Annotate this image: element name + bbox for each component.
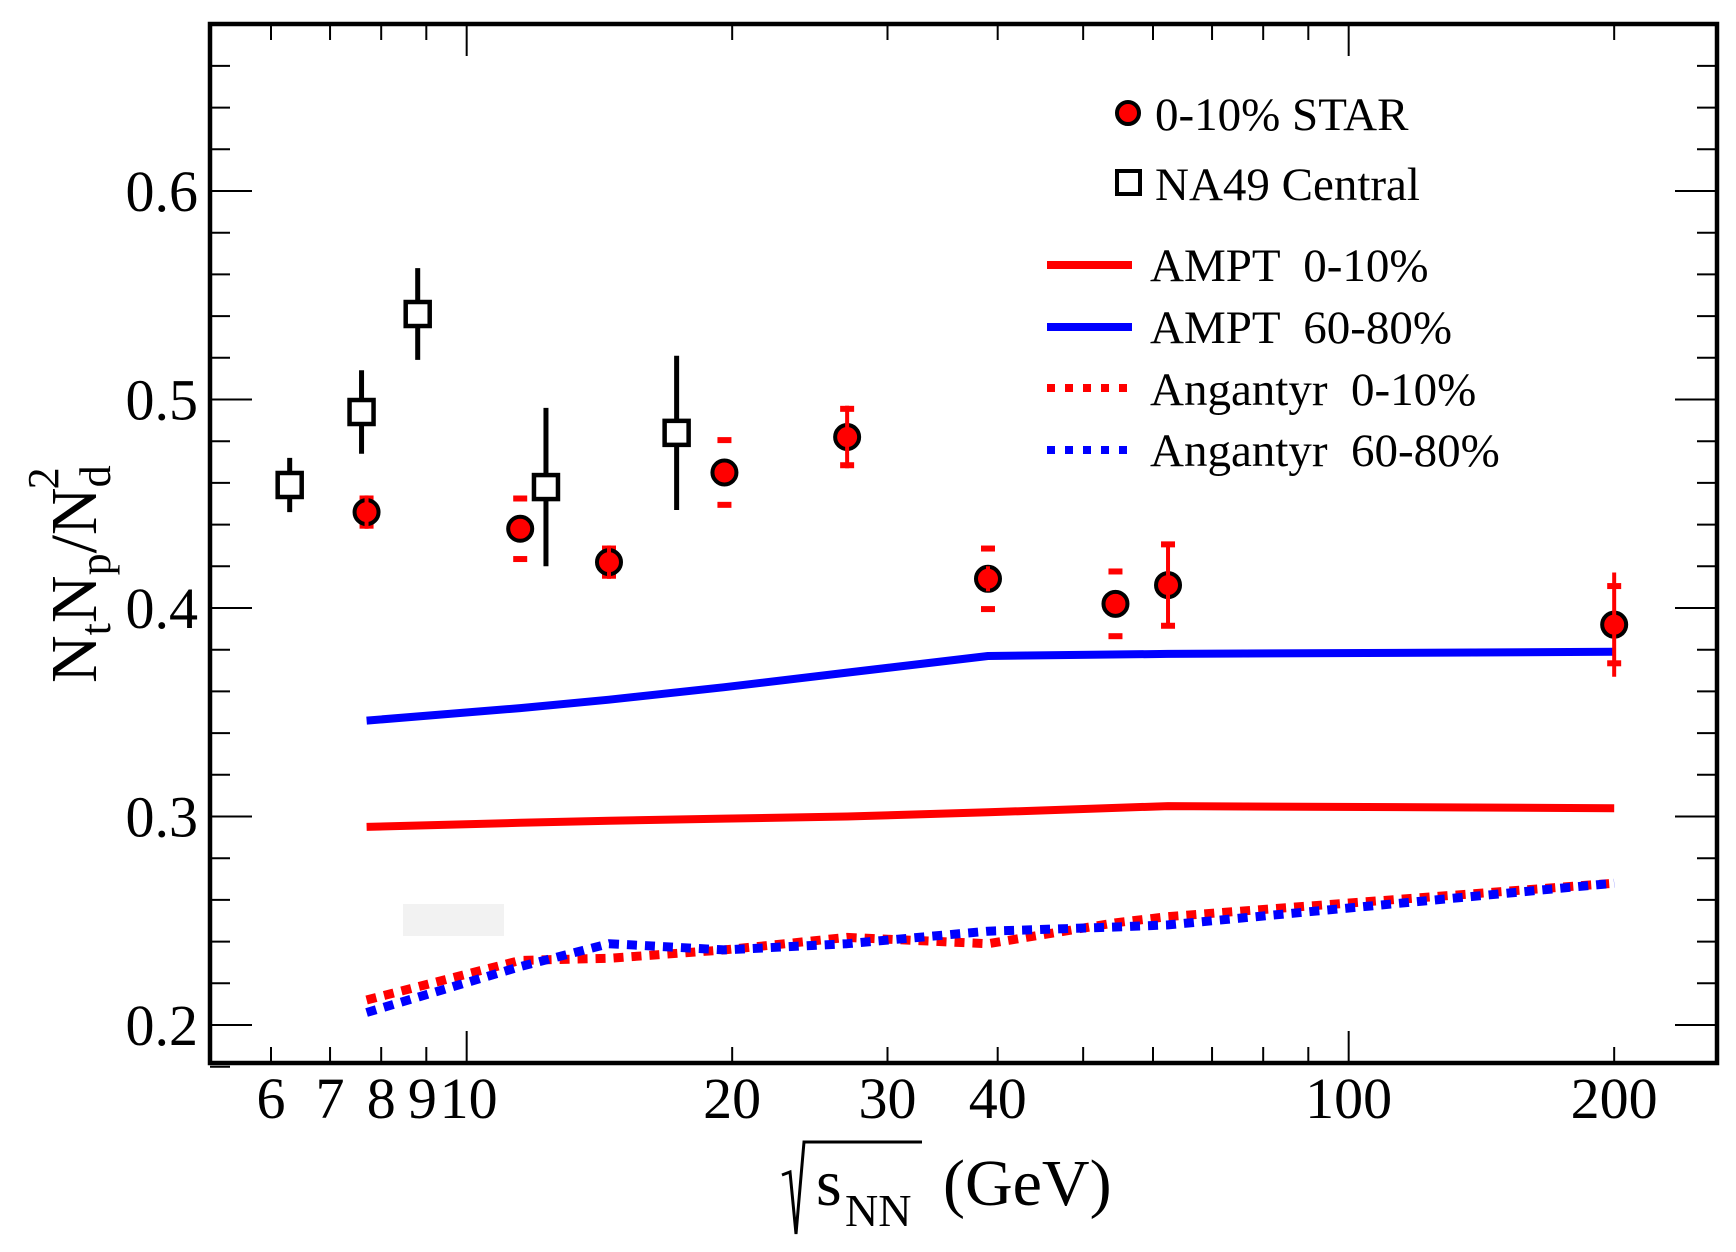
x-axis-title: s NN (GeV): [781, 1140, 1112, 1236]
sys-error-cap: [513, 495, 528, 502]
point-marker-square: [531, 472, 561, 502]
x-axis-unit: (GeV): [943, 1147, 1112, 1220]
tick-labels: 6 7 8 9 10 20 30 40 100 200 0.2 0.3 0.4 0.5 0.6: [126, 159, 1658, 1131]
data-point: [506, 495, 535, 563]
legend-label: Angantyr 60-80%: [1150, 425, 1500, 477]
series-line-4: [365, 878, 1615, 1005]
x-tick-label: 40: [969, 1066, 1027, 1131]
data-point: [973, 545, 1002, 613]
legend-item-ampt-central: AMPT 0-10%: [1047, 240, 1429, 292]
legend-item-ampt-peripheral: AMPT 60-80%: [1047, 302, 1452, 354]
y-tick-label: 0.5: [126, 368, 199, 433]
sys-error-cap: [513, 556, 528, 563]
legend-item-na49: NA49 Central: [1115, 159, 1420, 211]
data-point: [710, 437, 739, 508]
legend-marker-circle: [1115, 100, 1141, 126]
x-tick-label: 7: [316, 1066, 345, 1131]
sys-error-cap: [1108, 633, 1123, 640]
sys-error-cap: [717, 437, 732, 444]
sqrt-symbol: [781, 1140, 922, 1235]
y-n2: N: [38, 575, 111, 623]
data-point: [1600, 572, 1629, 677]
x-tick-label: 20: [703, 1066, 761, 1131]
legend-label: Angantyr 0-10%: [1150, 364, 1476, 416]
model-curves: [365, 647, 1615, 1017]
legend: 0-10% STAR NA49 Central AMPT 0-10% AMPT …: [1047, 89, 1500, 477]
y-s2: p: [71, 553, 120, 575]
legend-label: 0-10% STAR: [1155, 89, 1409, 141]
legend-marker-square: [1115, 169, 1142, 196]
sys-error-cap: [980, 545, 995, 552]
point-marker-circle: [1101, 589, 1130, 618]
y-tick-label: 0.4: [126, 576, 199, 641]
plot-frame: [207, 21, 1720, 1066]
sys-error-cap: [717, 501, 732, 508]
axis-ticks: [210, 24, 1717, 1068]
y-tick-label: 0.3: [126, 785, 199, 850]
data-point: [594, 545, 623, 579]
sys-error-cap: [1108, 568, 1123, 575]
x-tick-label: 9: [408, 1066, 437, 1131]
legend-label: AMPT 60-80%: [1150, 302, 1452, 354]
y-tick-label: 0.2: [126, 993, 199, 1058]
x-tick-label: 200: [1571, 1066, 1658, 1131]
y-s1: t: [71, 623, 120, 635]
x-tick-label: 30: [858, 1066, 916, 1131]
y-slash: /: [38, 534, 111, 553]
x-axis-sub: NN: [845, 1185, 911, 1236]
blank-patch: [403, 904, 504, 936]
point-marker-square: [403, 299, 432, 329]
x-tick-label: 100: [1305, 1066, 1392, 1131]
sys-error-cap: [980, 606, 995, 613]
series-line-5: [365, 878, 1615, 1017]
legend-item-angantyr-peripheral: Angantyr 60-80%: [1047, 425, 1500, 477]
legend-label: NA49 Central: [1155, 159, 1420, 211]
series-line-2: [366, 802, 1615, 831]
point-marker-square: [662, 418, 691, 448]
y-s3: d: [71, 465, 120, 487]
y-tick-label: 0.6: [126, 159, 199, 224]
data-point: [833, 405, 862, 469]
x-tick-label: 6: [257, 1066, 286, 1131]
data-point: [662, 355, 691, 511]
svg-text:NtNp/Nd2: NtNp/Nd2: [19, 465, 120, 683]
point-marker-square: [347, 397, 376, 427]
legend-item-angantyr-central: Angantyr 0-10%: [1047, 364, 1476, 416]
data-point: [275, 457, 304, 513]
x-tick-label: 8: [367, 1066, 396, 1131]
legend-item-star: 0-10% STAR: [1115, 89, 1409, 141]
series-line-3: [366, 647, 1615, 725]
data-point: [1101, 568, 1130, 640]
y-sup: 2: [19, 467, 68, 489]
point-marker-square: [275, 470, 304, 500]
x-axis-var: s: [816, 1147, 842, 1220]
y-n3: N: [38, 487, 111, 535]
data-point: [531, 407, 561, 567]
legend-label: AMPT 0-10%: [1150, 240, 1429, 292]
y-axis-title: NtNp/Nd2: [19, 465, 120, 683]
x-tick-label: 10: [440, 1066, 498, 1131]
data-point: [1154, 541, 1183, 629]
data-point: [403, 268, 432, 360]
y-n1: N: [38, 635, 111, 683]
data-point: [352, 495, 381, 529]
data-points: [275, 268, 1629, 677]
data-point: [347, 370, 376, 454]
